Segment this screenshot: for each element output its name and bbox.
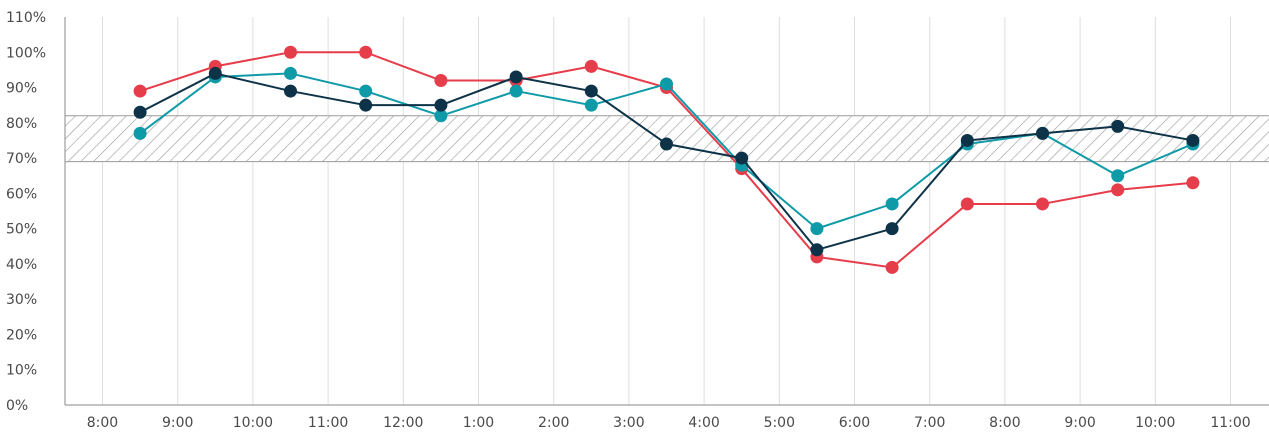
y-tick-label: 30%: [6, 292, 37, 308]
data-point: [509, 70, 523, 84]
y-tick-label: 20%: [6, 327, 37, 343]
series-3: [133, 66, 1200, 257]
x-tick-label: 8:00: [87, 415, 118, 431]
data-point: [208, 66, 222, 80]
data-point: [133, 126, 147, 140]
data-point: [284, 45, 297, 59]
vertical-gridlines: [102, 17, 1231, 405]
data-point: [1111, 119, 1125, 133]
y-tick-label: 80%: [6, 116, 37, 132]
x-tick-label: 9:00: [1064, 415, 1095, 431]
data-point: [1111, 169, 1125, 183]
data-point: [434, 98, 448, 112]
data-point: [133, 105, 147, 119]
y-tick-label: 60%: [6, 186, 37, 202]
x-tick-label: 3:00: [613, 415, 644, 431]
data-point: [284, 66, 297, 80]
x-tick-label: 10:00: [1135, 415, 1175, 431]
data-point: [960, 197, 974, 211]
data-point: [359, 98, 373, 112]
y-axis-tick-labels: 0% 10% 20% 30% 40% 50% 60% 70% 80% 90% 100% 110%: [6, 10, 46, 414]
x-axis-tick-labels: 8:00 9:00 10:00 11:00 12:00 1:00 2:00 3:00 4:00 5…: [87, 415, 1251, 431]
data-point: [885, 260, 899, 274]
data-point: [584, 98, 598, 112]
y-tick-label: 40%: [6, 257, 37, 273]
y-tick-label: 50%: [6, 222, 37, 238]
axes: [64, 17, 1269, 406]
data-point: [960, 133, 974, 147]
data-point: [810, 243, 824, 257]
y-tick-label: 10%: [6, 363, 37, 379]
y-tick-label: 90%: [6, 81, 37, 97]
data-point: [660, 77, 673, 91]
data-point: [885, 197, 899, 211]
data-point: [434, 73, 448, 87]
data-point: [434, 109, 448, 123]
data-point: [359, 84, 373, 98]
data-point: [284, 84, 297, 98]
data-point: [1111, 183, 1125, 197]
x-tick-label: 8:00: [989, 415, 1020, 431]
data-point: [359, 45, 373, 59]
y-tick-label: 100%: [6, 45, 46, 61]
x-tick-label: 1:00: [463, 415, 494, 431]
x-tick-label: 2:00: [538, 415, 569, 431]
data-point: [1186, 133, 1200, 147]
data-point: [810, 222, 824, 236]
x-tick-label: 5:00: [764, 415, 795, 431]
x-tick-label: 11:00: [1210, 415, 1250, 431]
y-tick-label: 70%: [6, 151, 37, 167]
data-point: [1186, 176, 1200, 190]
x-tick-label: 11:00: [308, 415, 348, 431]
x-tick-label: 7:00: [914, 415, 945, 431]
data-point: [735, 151, 749, 165]
x-tick-label: 6:00: [839, 415, 870, 431]
data-point: [885, 222, 899, 236]
data-point: [584, 84, 598, 98]
x-tick-label: 9:00: [162, 415, 193, 431]
x-tick-label: 12:00: [383, 415, 423, 431]
data-point: [509, 84, 523, 98]
y-tick-label: 110%: [6, 10, 46, 26]
x-tick-label: 10:00: [233, 415, 273, 431]
y-tick-label: 0%: [6, 398, 28, 414]
data-point: [1036, 126, 1049, 140]
x-tick-label: 4:00: [688, 415, 719, 431]
data-point: [1036, 197, 1049, 211]
series-lines: [133, 45, 1200, 274]
data-point: [660, 137, 673, 151]
data-point: [584, 59, 598, 73]
data-point: [133, 84, 147, 98]
